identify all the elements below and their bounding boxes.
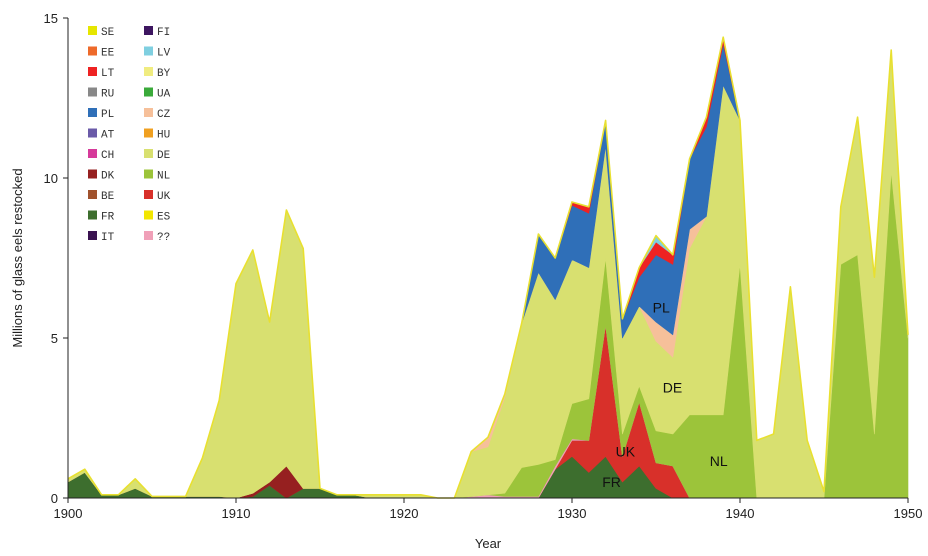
- legend-label: ES: [157, 212, 171, 224]
- legend-item-uk: UK: [144, 190, 171, 203]
- area-series-de: [67, 49, 909, 499]
- legend-label: UA: [157, 89, 171, 101]
- legend-swatch: [144, 231, 153, 240]
- legend-swatch: [144, 108, 153, 117]
- legend-label: BY: [157, 68, 171, 80]
- legend-item-lv: LV: [144, 46, 171, 60]
- stack-top-outline: [67, 36, 909, 499]
- legend-label: UK: [157, 191, 171, 203]
- legend-item-nl: NL: [144, 169, 170, 183]
- legend-label: PL: [101, 109, 114, 121]
- y-tick-label: 5: [51, 331, 58, 346]
- annotation-fr: FR: [602, 474, 621, 490]
- legend-swatch: [88, 46, 97, 56]
- annotation-nl: NL: [710, 453, 728, 469]
- legend-item-se: SE: [88, 26, 115, 39]
- legend-swatch: [88, 128, 97, 138]
- legend-swatch: [88, 108, 97, 117]
- x-ticks: 1900 1910 1920 1930 1940 1950: [54, 498, 923, 521]
- legend-label: DE: [157, 150, 171, 162]
- y-axis-title: Millions of glass eels restocked: [10, 168, 25, 347]
- legend-label: EE: [101, 48, 115, 60]
- legend-item-ru: RU: [88, 87, 114, 101]
- y-tick-label: 10: [44, 171, 58, 186]
- x-tick-label: 1900: [54, 506, 83, 521]
- legend-item-ua: UA: [144, 87, 171, 101]
- annotation-uk: UK: [616, 443, 636, 459]
- legend: SE FI EE LV LT BY RU UA PL CZ AT HU CH DE DK NL BE UK FR ES…: [88, 26, 171, 244]
- legend-swatch: [144, 149, 153, 158]
- legend-swatch: [144, 26, 153, 35]
- annotation-de: DE: [663, 379, 682, 395]
- legend-item-at: AT: [88, 128, 115, 142]
- legend-item-by: BY: [144, 67, 171, 80]
- x-tick-label: 1910: [222, 506, 251, 521]
- legend-label: SE: [101, 27, 115, 39]
- legend-swatch: [88, 169, 97, 179]
- legend-label: AT: [101, 130, 115, 142]
- legend-item-ee: EE: [88, 46, 115, 60]
- legend-item-de: DE: [144, 149, 171, 162]
- legend-swatch: [88, 231, 97, 240]
- y-tick-label: 0: [51, 491, 58, 506]
- legend-item-dk: DK: [88, 169, 115, 183]
- y-tick-label: 15: [44, 11, 58, 26]
- legend-item-hu: HU: [144, 128, 170, 142]
- legend-swatch: [144, 46, 153, 56]
- legend-item-it: IT: [88, 231, 115, 244]
- legend-swatch: [88, 67, 97, 76]
- legend-label: DK: [101, 171, 115, 183]
- legend-swatch: [144, 169, 153, 179]
- legend-label: CZ: [157, 109, 171, 121]
- legend-label: CH: [101, 150, 114, 162]
- legend-swatch: [144, 190, 153, 199]
- legend-label: RU: [101, 89, 114, 101]
- legend-label: BE: [101, 191, 115, 203]
- legend-swatch: [88, 210, 97, 220]
- legend-swatch: [144, 210, 153, 220]
- legend-label: NL: [157, 171, 170, 183]
- legend-item-lt: LT: [88, 67, 115, 80]
- legend-swatch: [144, 128, 153, 138]
- legend-label: LT: [101, 68, 115, 80]
- annotation-group: PL DE UK FR NL: [602, 299, 728, 489]
- legend-swatch: [144, 87, 153, 97]
- legend-item-pl: PL: [88, 108, 114, 121]
- x-tick-label: 1920: [390, 506, 419, 521]
- legend-label: LV: [157, 48, 171, 60]
- legend-item-cz: CZ: [144, 108, 171, 121]
- legend-label: FR: [101, 212, 115, 224]
- annotation-pl: PL: [653, 299, 670, 315]
- legend-swatch: [88, 87, 97, 97]
- legend-swatch: [144, 67, 153, 76]
- legend-label: ??: [157, 232, 170, 244]
- legend-item-fr: FR: [88, 210, 115, 224]
- axes-group: 1900 1910 1920 1930 1940 1950 0 5 10 15: [44, 11, 923, 521]
- legend-item-es: ES: [144, 210, 171, 224]
- x-tick-label: 1930: [558, 506, 587, 521]
- legend-swatch: [88, 26, 97, 35]
- x-tick-label: 1940: [726, 506, 755, 521]
- legend-item-qq: ??: [144, 231, 170, 244]
- legend-label: IT: [101, 232, 115, 244]
- legend-label: HU: [157, 130, 170, 142]
- legend-swatch: [88, 190, 97, 199]
- legend-item-be: BE: [88, 190, 115, 203]
- legend-label: FI: [157, 27, 170, 39]
- x-axis-title: Year: [475, 536, 502, 551]
- y-ticks: 0 5 10 15: [44, 11, 68, 506]
- legend-item-ch: CH: [88, 149, 114, 162]
- legend-item-fi: FI: [144, 26, 170, 39]
- legend-swatch: [88, 149, 97, 158]
- area-series-group: [67, 36, 909, 499]
- x-tick-label: 1950: [894, 506, 923, 521]
